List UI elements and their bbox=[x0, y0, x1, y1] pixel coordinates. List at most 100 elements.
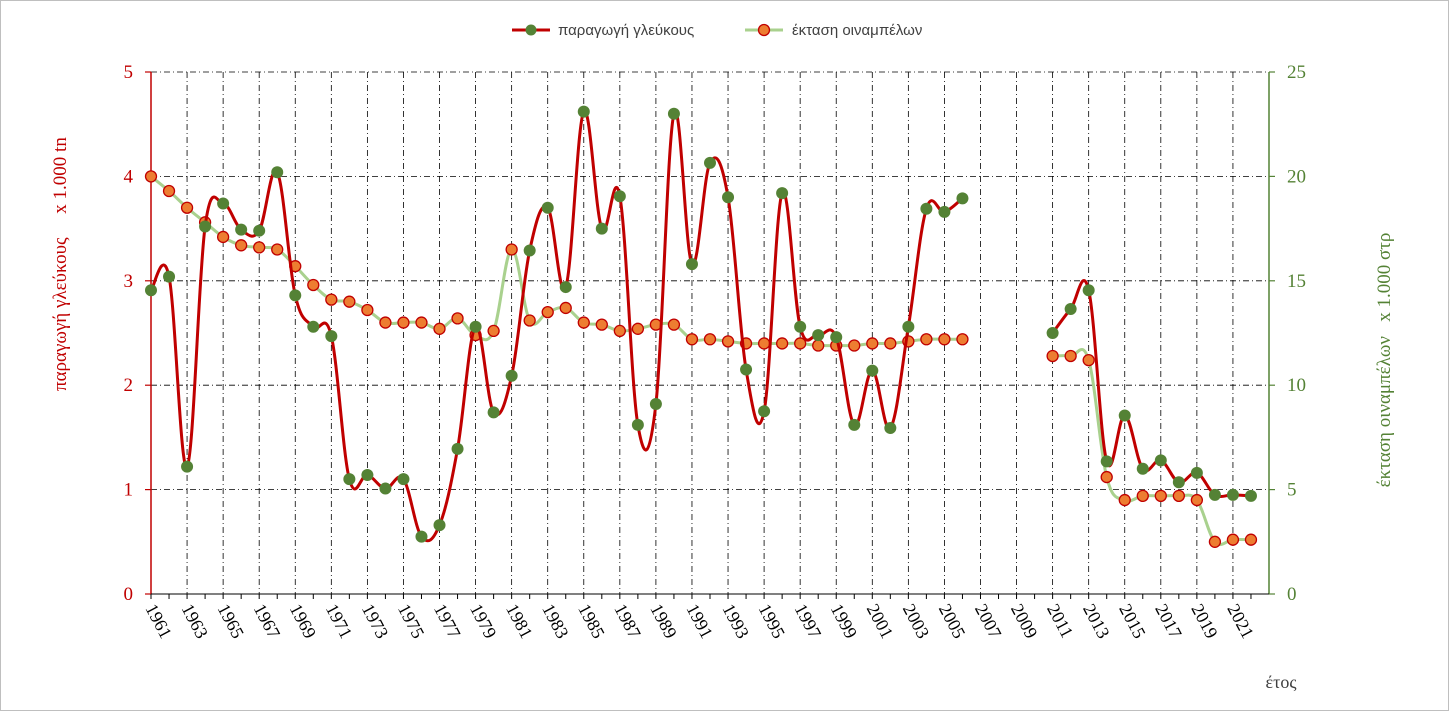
right-tick-label: 5 bbox=[1287, 480, 1297, 501]
production-point bbox=[451, 442, 464, 455]
x-tick-label: 1963 bbox=[178, 600, 213, 641]
area-point bbox=[505, 243, 518, 256]
production-point bbox=[704, 156, 716, 169]
production-point bbox=[505, 369, 518, 382]
production-point bbox=[181, 460, 194, 473]
legend-production-marker bbox=[525, 24, 537, 36]
x-tick-label: 2005 bbox=[935, 600, 970, 641]
series-production bbox=[145, 105, 1257, 543]
right-tick-label: 15 bbox=[1287, 271, 1306, 292]
area-point bbox=[1046, 349, 1059, 363]
area-point bbox=[235, 239, 248, 252]
production-point bbox=[812, 329, 825, 342]
area-point bbox=[667, 318, 681, 331]
production-point bbox=[866, 364, 879, 377]
area-point bbox=[938, 333, 951, 346]
area-point bbox=[325, 293, 338, 306]
x-tick-label: 1975 bbox=[394, 600, 429, 641]
production-point bbox=[776, 187, 789, 200]
x-tick-label: 2003 bbox=[899, 600, 934, 641]
area-point bbox=[1154, 489, 1167, 503]
series-area-line bbox=[1052, 347, 1251, 547]
production-point bbox=[163, 270, 176, 283]
right-tick-label: 10 bbox=[1287, 375, 1306, 396]
production-point bbox=[1136, 462, 1149, 475]
area-point bbox=[1136, 489, 1149, 503]
area-point bbox=[956, 333, 969, 346]
production-point bbox=[595, 222, 608, 235]
legend-item-area: έκταση οιναμπέλων bbox=[745, 22, 922, 39]
area-point bbox=[1172, 489, 1185, 503]
series-production-line bbox=[149, 109, 964, 543]
production-point bbox=[631, 418, 644, 431]
area-point bbox=[757, 337, 771, 350]
production-point bbox=[307, 320, 320, 333]
area-point bbox=[577, 316, 590, 329]
area-point bbox=[253, 241, 266, 254]
x-tick-label: 1999 bbox=[827, 600, 862, 641]
production-point bbox=[722, 191, 735, 204]
area-point bbox=[812, 339, 825, 352]
series-production-line bbox=[1051, 279, 1252, 499]
left-tick-label: 5 bbox=[124, 62, 134, 83]
production-point bbox=[199, 220, 212, 233]
axes bbox=[145, 71, 1275, 599]
x-tick-label: 1971 bbox=[322, 600, 357, 641]
production-point bbox=[217, 197, 230, 210]
left-tick-label: 1 bbox=[124, 480, 134, 501]
production-point bbox=[1226, 488, 1239, 501]
area-point bbox=[307, 278, 320, 292]
production-point bbox=[649, 397, 662, 410]
production-point bbox=[469, 320, 482, 333]
x-tick-label: 2011 bbox=[1043, 600, 1077, 641]
production-point bbox=[920, 202, 933, 215]
production-point bbox=[956, 192, 969, 205]
area-point bbox=[1082, 353, 1095, 367]
x-tick-label: 1985 bbox=[574, 600, 609, 641]
area-point bbox=[613, 324, 626, 338]
production-point bbox=[758, 405, 771, 418]
area-point bbox=[559, 301, 572, 315]
area-point bbox=[523, 314, 536, 327]
production-point bbox=[145, 284, 157, 297]
area-point bbox=[721, 335, 735, 348]
area-point bbox=[1118, 493, 1131, 507]
x-tick-label: 1969 bbox=[286, 600, 321, 641]
production-point bbox=[361, 468, 374, 481]
production-point bbox=[523, 244, 536, 257]
area-point bbox=[451, 312, 464, 325]
x-tick-label: 2017 bbox=[1151, 600, 1186, 641]
x-axis-title: έτος bbox=[1266, 672, 1297, 692]
area-point bbox=[162, 184, 176, 198]
production-point bbox=[740, 363, 753, 376]
x-tick-label: 1997 bbox=[791, 600, 826, 641]
x-tick-label: 1983 bbox=[538, 600, 573, 641]
area-point bbox=[775, 337, 789, 350]
production-point bbox=[830, 331, 843, 344]
production-point bbox=[325, 330, 338, 343]
production-point bbox=[938, 205, 951, 218]
area-point bbox=[361, 303, 374, 317]
production-point bbox=[667, 107, 680, 120]
legend-area-marker bbox=[757, 23, 771, 37]
x-tick-label: 2001 bbox=[863, 600, 898, 641]
area-point bbox=[866, 337, 879, 350]
area-point bbox=[595, 318, 608, 331]
left-tick-label: 3 bbox=[124, 271, 134, 292]
production-point bbox=[397, 473, 410, 486]
area-point bbox=[271, 243, 284, 256]
area-point bbox=[848, 339, 861, 352]
area-point bbox=[1208, 535, 1222, 548]
production-point bbox=[794, 320, 807, 333]
left-tick-label: 0 bbox=[124, 584, 134, 605]
area-point bbox=[144, 170, 158, 183]
area-point bbox=[1244, 533, 1258, 546]
x-tick-label: 2007 bbox=[971, 600, 1006, 641]
production-point bbox=[1064, 302, 1077, 315]
production-point bbox=[884, 422, 897, 435]
x-tick-label: 1987 bbox=[610, 600, 645, 641]
production-point bbox=[1208, 488, 1221, 501]
area-point bbox=[180, 201, 194, 214]
area-point bbox=[1064, 349, 1077, 363]
